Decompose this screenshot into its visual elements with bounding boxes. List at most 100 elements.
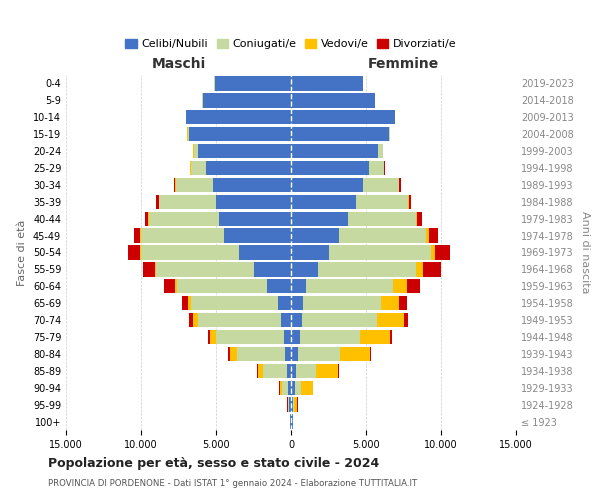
Bar [400,178,401,192]
Bar [407,279,420,293]
Bar [187,127,189,142]
Bar [291,110,395,124]
Bar [282,380,288,395]
Bar [155,262,156,276]
Bar [237,346,285,361]
Bar [258,364,263,378]
Bar [291,127,389,142]
Bar [198,144,291,158]
Bar [301,380,313,395]
Bar [149,212,219,226]
Bar [216,330,284,344]
Bar [187,296,191,310]
Bar [369,161,384,175]
Text: Maschi: Maschi [151,58,206,71]
Bar [291,76,363,90]
Bar [291,262,318,276]
Bar [210,330,216,344]
Bar [143,262,155,276]
Bar [140,228,141,243]
Bar [340,346,370,361]
Bar [257,364,258,378]
Bar [291,296,303,310]
Bar [291,330,300,344]
Bar [175,279,177,293]
Bar [284,330,291,344]
Bar [363,178,399,192]
Bar [415,212,417,226]
Text: Popolazione per età, sesso e stato civile - 2024: Popolazione per età, sesso e stato civil… [48,458,379,470]
Bar [128,246,140,260]
Bar [291,161,369,175]
Bar [176,178,213,192]
Bar [288,380,291,395]
Bar [159,194,216,209]
Bar [291,93,375,108]
Bar [417,212,421,226]
Bar [145,212,148,226]
Bar [291,414,293,428]
Bar [281,313,291,328]
Bar [291,346,298,361]
Bar [223,228,291,243]
Bar [408,194,409,209]
Bar [189,313,193,328]
Bar [339,228,426,243]
Bar [435,246,450,260]
Bar [141,228,223,243]
Bar [399,296,407,310]
Bar [140,246,141,260]
Bar [318,262,415,276]
Bar [291,364,296,378]
Bar [355,194,408,209]
Bar [429,228,438,243]
Bar [409,194,411,209]
Bar [291,144,378,158]
Bar [216,194,291,209]
Bar [296,364,316,378]
Bar [302,313,377,328]
Y-axis label: Fasce di età: Fasce di età [17,220,27,286]
Bar [389,127,390,142]
Bar [191,161,205,175]
Bar [423,262,441,276]
Legend: Celibi/Nubili, Coniugati/e, Vedovi/e, Divorziati/e: Celibi/Nubili, Coniugati/e, Vedovi/e, Di… [121,34,461,54]
Bar [291,279,306,293]
Bar [381,296,399,310]
Bar [277,296,291,310]
Bar [377,313,404,328]
Bar [288,398,289,412]
Bar [193,313,198,328]
Bar [291,398,293,412]
Bar [291,194,355,209]
Bar [198,313,281,328]
Bar [293,398,295,412]
Bar [229,346,237,361]
Bar [329,246,431,260]
Bar [285,346,291,361]
Bar [254,262,291,276]
Bar [203,93,291,108]
Bar [239,246,291,260]
Bar [186,110,291,124]
Bar [177,279,267,293]
Bar [287,364,291,378]
Bar [164,279,175,293]
Bar [295,398,298,412]
Bar [291,178,363,192]
Bar [263,364,287,378]
Bar [291,313,302,328]
Bar [189,127,291,142]
Bar [141,246,239,260]
Bar [134,228,140,243]
Bar [205,161,291,175]
Bar [306,279,393,293]
Bar [208,330,210,344]
Bar [404,313,408,328]
Bar [431,246,435,260]
Bar [213,178,291,192]
Bar [182,296,187,310]
Bar [291,212,348,226]
Bar [316,364,338,378]
Bar [191,296,277,310]
